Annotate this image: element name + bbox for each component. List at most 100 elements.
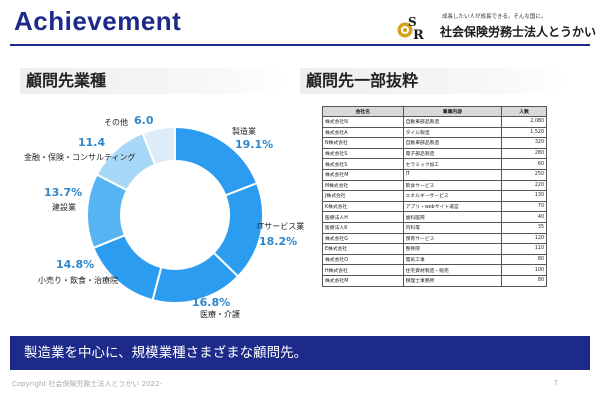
table-row: 医療法人K 内科等 35 bbox=[322, 221, 547, 234]
logo-tagline: 成長したい人が成長できる。そんな国に。 bbox=[442, 14, 547, 20]
slice-label: 製造業 bbox=[232, 127, 256, 136]
business-cell: 電気工事 bbox=[402, 253, 503, 266]
slice-value: 18.2% bbox=[259, 235, 298, 248]
table-row: 株式会社M 税理士事務所 80 bbox=[322, 274, 547, 287]
title-divider bbox=[10, 44, 590, 46]
table-row: 株式会社S セラミック加工 60 bbox=[322, 158, 547, 170]
page-number: 7 bbox=[553, 379, 558, 387]
company-cell: 株式会社M bbox=[322, 168, 404, 181]
svg-text:R: R bbox=[413, 28, 424, 40]
headcount-cell: 80 bbox=[501, 253, 547, 266]
headcount-cell: 2,080 bbox=[501, 116, 547, 128]
business-cell: アプリ・webサイト運営 bbox=[402, 200, 503, 213]
table-header: 事業内容 bbox=[402, 106, 503, 117]
slice-label: 医療・介護 bbox=[200, 310, 240, 319]
table-row: J株式会社 エネルギーサービス 130 bbox=[322, 190, 547, 202]
business-cell: 自動車部品製造 bbox=[402, 116, 503, 128]
logo-mark-icon: S R bbox=[397, 15, 424, 40]
table-row: N株式会社 自動車部品製造 320 bbox=[322, 137, 547, 149]
business-cell: 保育サービス bbox=[402, 232, 503, 245]
headcount-cell: 130 bbox=[501, 190, 547, 202]
slice-label: 金融・保険・コンサルティング bbox=[24, 153, 136, 162]
table-row: 株式会社N 自動車部品製造 2,080 bbox=[322, 116, 547, 128]
company-cell: 株式会社S bbox=[322, 158, 404, 170]
table-row: 株式会社S 電子部品製造 280 bbox=[322, 147, 547, 160]
table-header-row: 会社名 事業内容 人数 bbox=[322, 106, 547, 117]
table-header: 人数 bbox=[501, 106, 547, 117]
slice-value: 16.8% bbox=[192, 296, 231, 309]
client-list-heading: 顧問先一部抜粋 bbox=[300, 68, 566, 94]
headcount-cell: 280 bbox=[501, 147, 547, 160]
business-cell: 飲食サービス bbox=[402, 179, 503, 192]
slice-label: ITサービス業 bbox=[257, 222, 305, 231]
svg-text:S: S bbox=[408, 15, 417, 29]
company-cell: 株式会社S bbox=[322, 147, 404, 160]
headcount-cell: 100 bbox=[501, 264, 547, 276]
company-name: 社会保険労務士法人とうかい bbox=[440, 25, 597, 39]
table-row: 株式会社O 電気工事 80 bbox=[322, 253, 547, 266]
company-cell: 株式会社N bbox=[322, 116, 404, 128]
client-table: 会社名 事業内容 人数 株式会社N 自動車部品製造 2,080 株式会社A タイル製造 1… bbox=[322, 106, 547, 287]
slice-label: 建設業 bbox=[52, 203, 76, 212]
headcount-cell: 35 bbox=[501, 221, 547, 234]
headcount-cell: 250 bbox=[501, 168, 547, 181]
copyright: Copyright 社会保険労務士法人とうかい 2022- bbox=[12, 380, 162, 388]
business-cell: 税理士事務所 bbox=[402, 274, 503, 287]
slice-value: 14.8% bbox=[56, 258, 95, 271]
slice-value: 6.0 bbox=[134, 114, 154, 127]
table-header: 会社名 bbox=[322, 106, 404, 117]
business-cell: 歯科医院 bbox=[402, 211, 503, 223]
company-cell: 医療法人H bbox=[322, 211, 404, 223]
business-cell: 整骨院 bbox=[402, 243, 503, 255]
slice-label: 小売り・飲食・治療院 bbox=[38, 276, 118, 285]
business-cell: IT bbox=[402, 168, 503, 181]
company-cell: 株式会社G bbox=[322, 232, 404, 245]
company-cell: J株式会社 bbox=[322, 190, 404, 202]
page-title: Achievement bbox=[14, 6, 182, 36]
headcount-cell: 110 bbox=[501, 243, 547, 255]
headcount-cell: 40 bbox=[501, 211, 547, 223]
table-row: 医療法人H 歯科医院 40 bbox=[322, 211, 547, 223]
table-row: K株式会社 アプリ・webサイト運営 70 bbox=[322, 200, 547, 213]
headcount-cell: 220 bbox=[501, 179, 547, 192]
headcount-cell: 1,520 bbox=[501, 126, 547, 139]
company-cell: 株式会社M bbox=[322, 274, 404, 287]
table-row: 株式会社M IT 250 bbox=[322, 168, 547, 181]
company-cell: 医療法人K bbox=[322, 221, 404, 234]
headcount-cell: 80 bbox=[501, 274, 547, 287]
table-row: H株式会社 住宅資材製造・販売 100 bbox=[322, 264, 547, 276]
donut-slice bbox=[92, 233, 163, 302]
slice-value: 11.4 bbox=[78, 136, 106, 149]
slice-value: 19.1% bbox=[235, 138, 274, 151]
industry-heading: 顧問先業種 bbox=[20, 68, 286, 94]
table-row: 株式会社G 保育サービス 120 bbox=[322, 232, 547, 245]
business-cell: セラミック加工 bbox=[402, 158, 503, 170]
headcount-cell: 70 bbox=[501, 200, 547, 213]
headcount-cell: 320 bbox=[501, 137, 547, 149]
company-cell: 株式会社O bbox=[322, 253, 404, 266]
company-logo: S R 成長したい人が成長できる。そんな国に。 社会保険労務士法人とうかい bbox=[330, 8, 596, 42]
company-cell: H株式会社 bbox=[322, 264, 404, 276]
business-cell: 自動車部品製造 bbox=[402, 137, 503, 149]
company-cell: M株式会社 bbox=[322, 179, 404, 192]
headcount-cell: 120 bbox=[501, 232, 547, 245]
company-cell: E株式会社 bbox=[322, 243, 404, 255]
company-cell: K株式会社 bbox=[322, 200, 404, 213]
business-cell: 住宅資材製造・販売 bbox=[402, 264, 503, 276]
business-cell: 内科等 bbox=[402, 221, 503, 234]
summary-banner: 製造業を中心に、規模業種さまざまな顧問先。 bbox=[10, 336, 590, 370]
headcount-cell: 60 bbox=[501, 158, 547, 170]
donut-slice bbox=[141, 125, 176, 167]
business-cell: タイル製造 bbox=[402, 126, 503, 139]
table-row: M株式会社 飲食サービス 220 bbox=[322, 179, 547, 192]
slice-value: 13.7% bbox=[44, 186, 83, 199]
company-cell: 株式会社A bbox=[322, 126, 404, 139]
business-cell: エネルギーサービス bbox=[402, 190, 503, 202]
slice-label: その他 bbox=[104, 118, 128, 127]
company-cell: N株式会社 bbox=[322, 137, 404, 149]
table-row: E株式会社 整骨院 110 bbox=[322, 243, 547, 255]
business-cell: 電子部品製造 bbox=[402, 147, 503, 160]
table-row: 株式会社A タイル製造 1,520 bbox=[322, 126, 547, 139]
